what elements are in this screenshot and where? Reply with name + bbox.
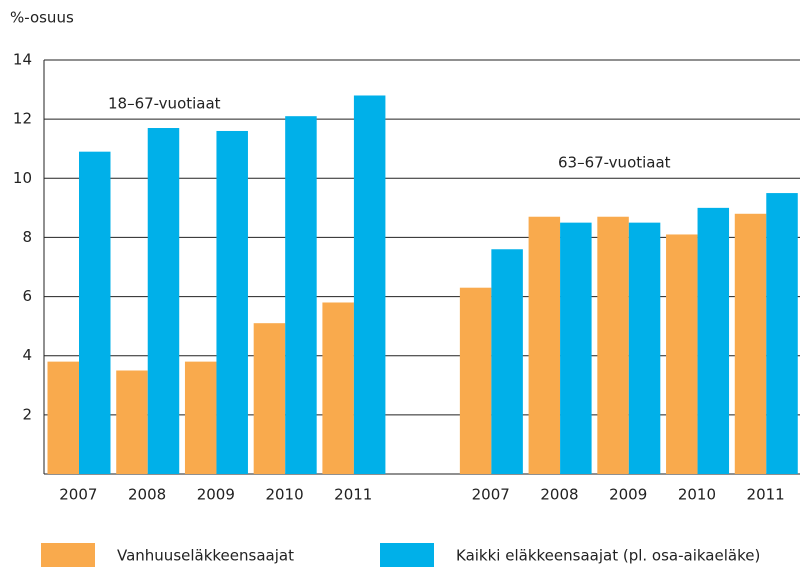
bar (353, 95, 386, 474)
x-tick-label: 2011 (747, 486, 785, 504)
bar (560, 222, 592, 474)
bar (628, 222, 661, 474)
y-tick-label: 12 (13, 110, 32, 128)
x-tick-label: 2007 (59, 486, 97, 504)
x-tick-label: 2011 (334, 486, 372, 504)
legend-label: Kaikki eläkkeensaajat (pl. osa-aikaeläke… (456, 547, 760, 565)
bar (766, 193, 798, 475)
bar (666, 234, 698, 474)
bar (147, 128, 180, 474)
y-tick-label: 8 (22, 228, 32, 246)
y-tick-label: 6 (22, 287, 32, 305)
bar (322, 302, 354, 474)
x-tick-label: 2010 (265, 486, 303, 504)
x-tick-label: 2009 (609, 486, 647, 504)
legend-swatch (41, 543, 95, 567)
annotation: 63–67-vuotiaat (558, 154, 671, 172)
bar (528, 216, 561, 474)
bar (734, 213, 767, 474)
y-axis-label: %-osuus (10, 9, 74, 27)
bar (285, 116, 317, 474)
bar (116, 370, 148, 474)
x-tick-label: 2007 (472, 486, 510, 504)
x-tick-label: 2009 (197, 486, 235, 504)
bar (216, 130, 248, 474)
x-tick-label: 2008 (128, 486, 166, 504)
bar (697, 207, 730, 474)
bar (491, 249, 523, 474)
bar (47, 361, 79, 474)
bar (597, 216, 629, 474)
y-tick-label: 4 (22, 346, 32, 364)
annotation: 18–67-vuotiaat (108, 95, 221, 113)
legend-swatch (380, 543, 434, 567)
y-tick-label: 2 (22, 405, 32, 423)
bar (253, 323, 286, 474)
bar (79, 151, 111, 474)
y-tick-label: 14 (13, 51, 32, 69)
bar (459, 287, 492, 474)
y-tick-label: 10 (13, 169, 32, 187)
bar (184, 361, 217, 474)
x-tick-label: 2010 (678, 486, 716, 504)
x-tick-label: 2008 (540, 486, 578, 504)
legend-label: Vanhuuseläkkeensaajat (117, 547, 294, 565)
